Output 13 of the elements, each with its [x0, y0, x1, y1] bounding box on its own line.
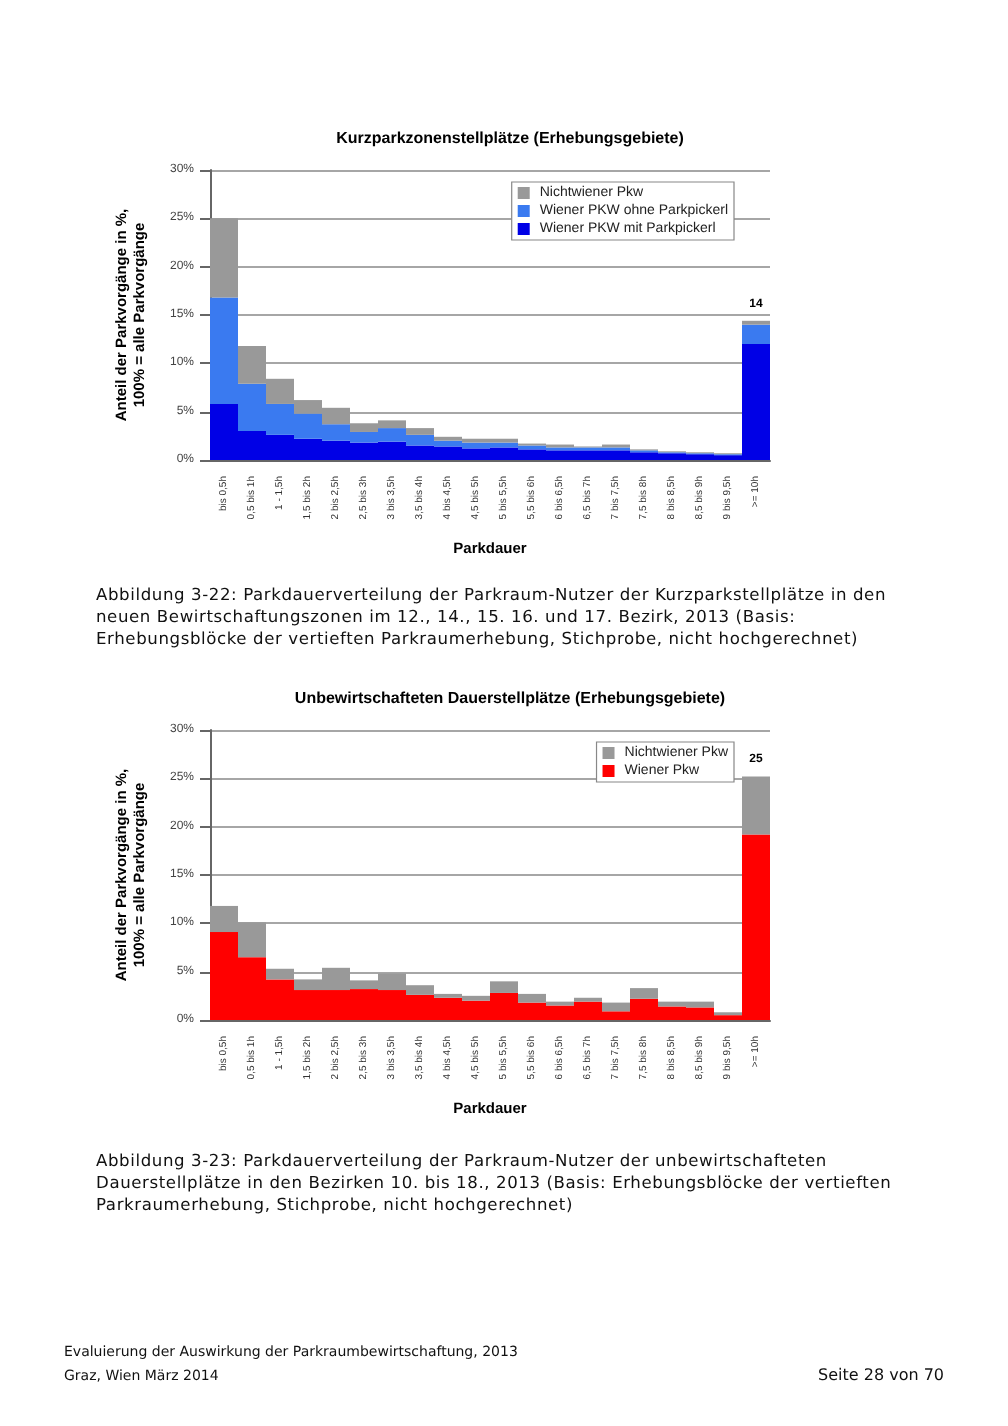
text: Abbildung 3-22: Parkdauerverteilung der Parkraum-Nutzer der Kurzparkstellplätze in den neuen Bewirtschaftungszonen im 12., 14., 15. 16. und 17. Bezirk, 2013 (Basis: Erhebungsblöcke der vertieften Parkraumerhebung, Stichprobe, nicht hochgerechnet) — [96, 584, 889, 650]
bar — [266, 968, 294, 980]
chart-title: Kurzparkzonenstellplätze (Erhebungsgebiete) — [336, 129, 685, 147]
bar — [406, 428, 434, 435]
chart-title: Unbewirtschafteten Dauerstellplätze (Erhebungsgebiete) — [294, 689, 726, 707]
bar — [210, 218, 238, 298]
bar — [602, 1002, 630, 1012]
bar — [742, 324, 770, 344]
bar — [490, 981, 518, 993]
bar — [742, 776, 770, 835]
bar — [630, 988, 658, 999]
text: Seite 28 von 70 — [818, 1364, 944, 1388]
text: Abbildung 3-23: Parkdauerverteilung der Parkraum-Nutzer der unbewirtschafteten Dauerstellplätze in den Bezirken 10. bis 18., 2013 (Basis: Erhebungsblöcke der vertieften Parkraumerhebung, Stichprobe, nicht hochgerechnet) — [96, 1150, 894, 1216]
